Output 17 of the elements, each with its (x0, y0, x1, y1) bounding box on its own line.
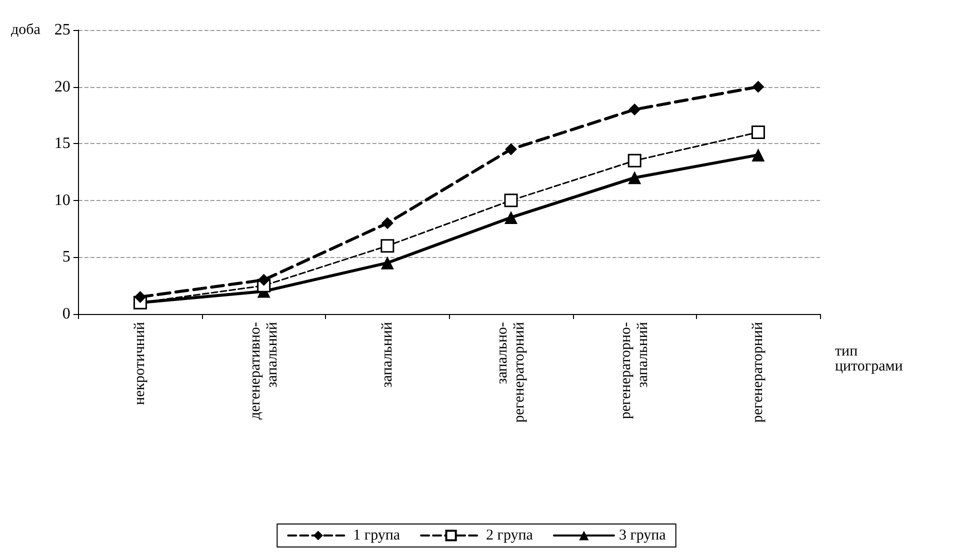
x-tick-label: регенераторний (750, 322, 766, 423)
y-axis-title: доба (11, 22, 41, 38)
legend-label: 2 група (486, 528, 534, 544)
x-tick-label: запально-регенераторний (494, 322, 528, 423)
y-tick-label: 0 (62, 306, 70, 322)
y-tick-label: 15 (54, 135, 70, 152)
x-axis-title: тип цитограми (835, 344, 903, 374)
y-tick-label: 25 (54, 22, 70, 38)
x-tick-label: некротичний (132, 322, 148, 405)
x-tick-label: регенераторно-запальний (618, 322, 652, 420)
x-tick-label: дегенеративно-запальний (247, 322, 280, 420)
y-tick-label: 10 (54, 192, 70, 209)
legend-label: 3 група (618, 528, 666, 544)
y-tick-label: 5 (62, 248, 70, 266)
y-tick-label: 20 (54, 78, 70, 96)
x-tick-label: запальний (379, 322, 396, 388)
legend-label: 1 група (353, 528, 400, 544)
